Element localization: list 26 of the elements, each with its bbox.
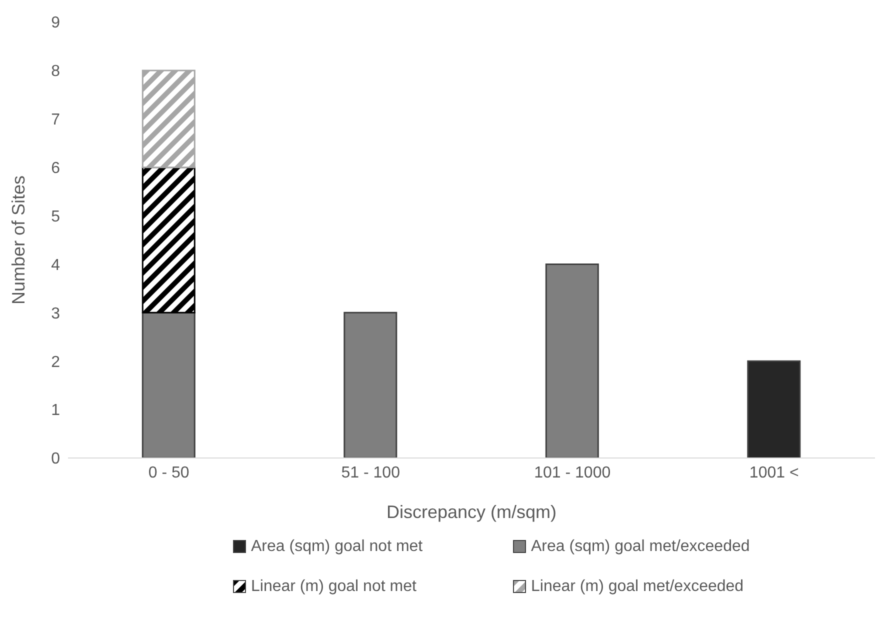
legend-label: Linear (m) goal met/exceeded xyxy=(531,578,744,596)
bar xyxy=(142,166,196,314)
y-tick-label: 6 xyxy=(51,160,60,178)
bar xyxy=(747,360,801,458)
x-tick-label: 0 - 50 xyxy=(148,464,190,482)
x-tick-label: 51 - 100 xyxy=(341,464,400,482)
bar xyxy=(142,70,196,168)
legend-label: Area (sqm) goal met/exceeded xyxy=(531,538,750,556)
y-tick-label: 5 xyxy=(51,208,60,226)
y-tick-label: 2 xyxy=(51,354,60,371)
legend-label: Linear (m) goal not met xyxy=(251,578,416,596)
legend-label: Area (sqm) goal not met xyxy=(251,538,423,556)
y-tick-label: 9 xyxy=(51,14,60,32)
bar xyxy=(344,312,398,458)
bar xyxy=(142,312,196,458)
y-tick-label: 7 xyxy=(51,112,60,129)
x-tick-label: 1001 < xyxy=(749,464,799,482)
y-tick-label: 3 xyxy=(51,305,60,322)
y-tick-label: 0 xyxy=(51,450,60,468)
x-axis-title: Discrepancy (m/sqm) xyxy=(386,502,557,522)
y-tick-label: 8 xyxy=(51,63,60,80)
y-tick-label: 4 xyxy=(51,256,60,274)
y-tick-label: 1 xyxy=(51,402,60,420)
y-axis-title: Number of Sites xyxy=(8,175,28,305)
x-tick-label: 101 - 1000 xyxy=(534,464,611,482)
bar xyxy=(545,263,599,458)
